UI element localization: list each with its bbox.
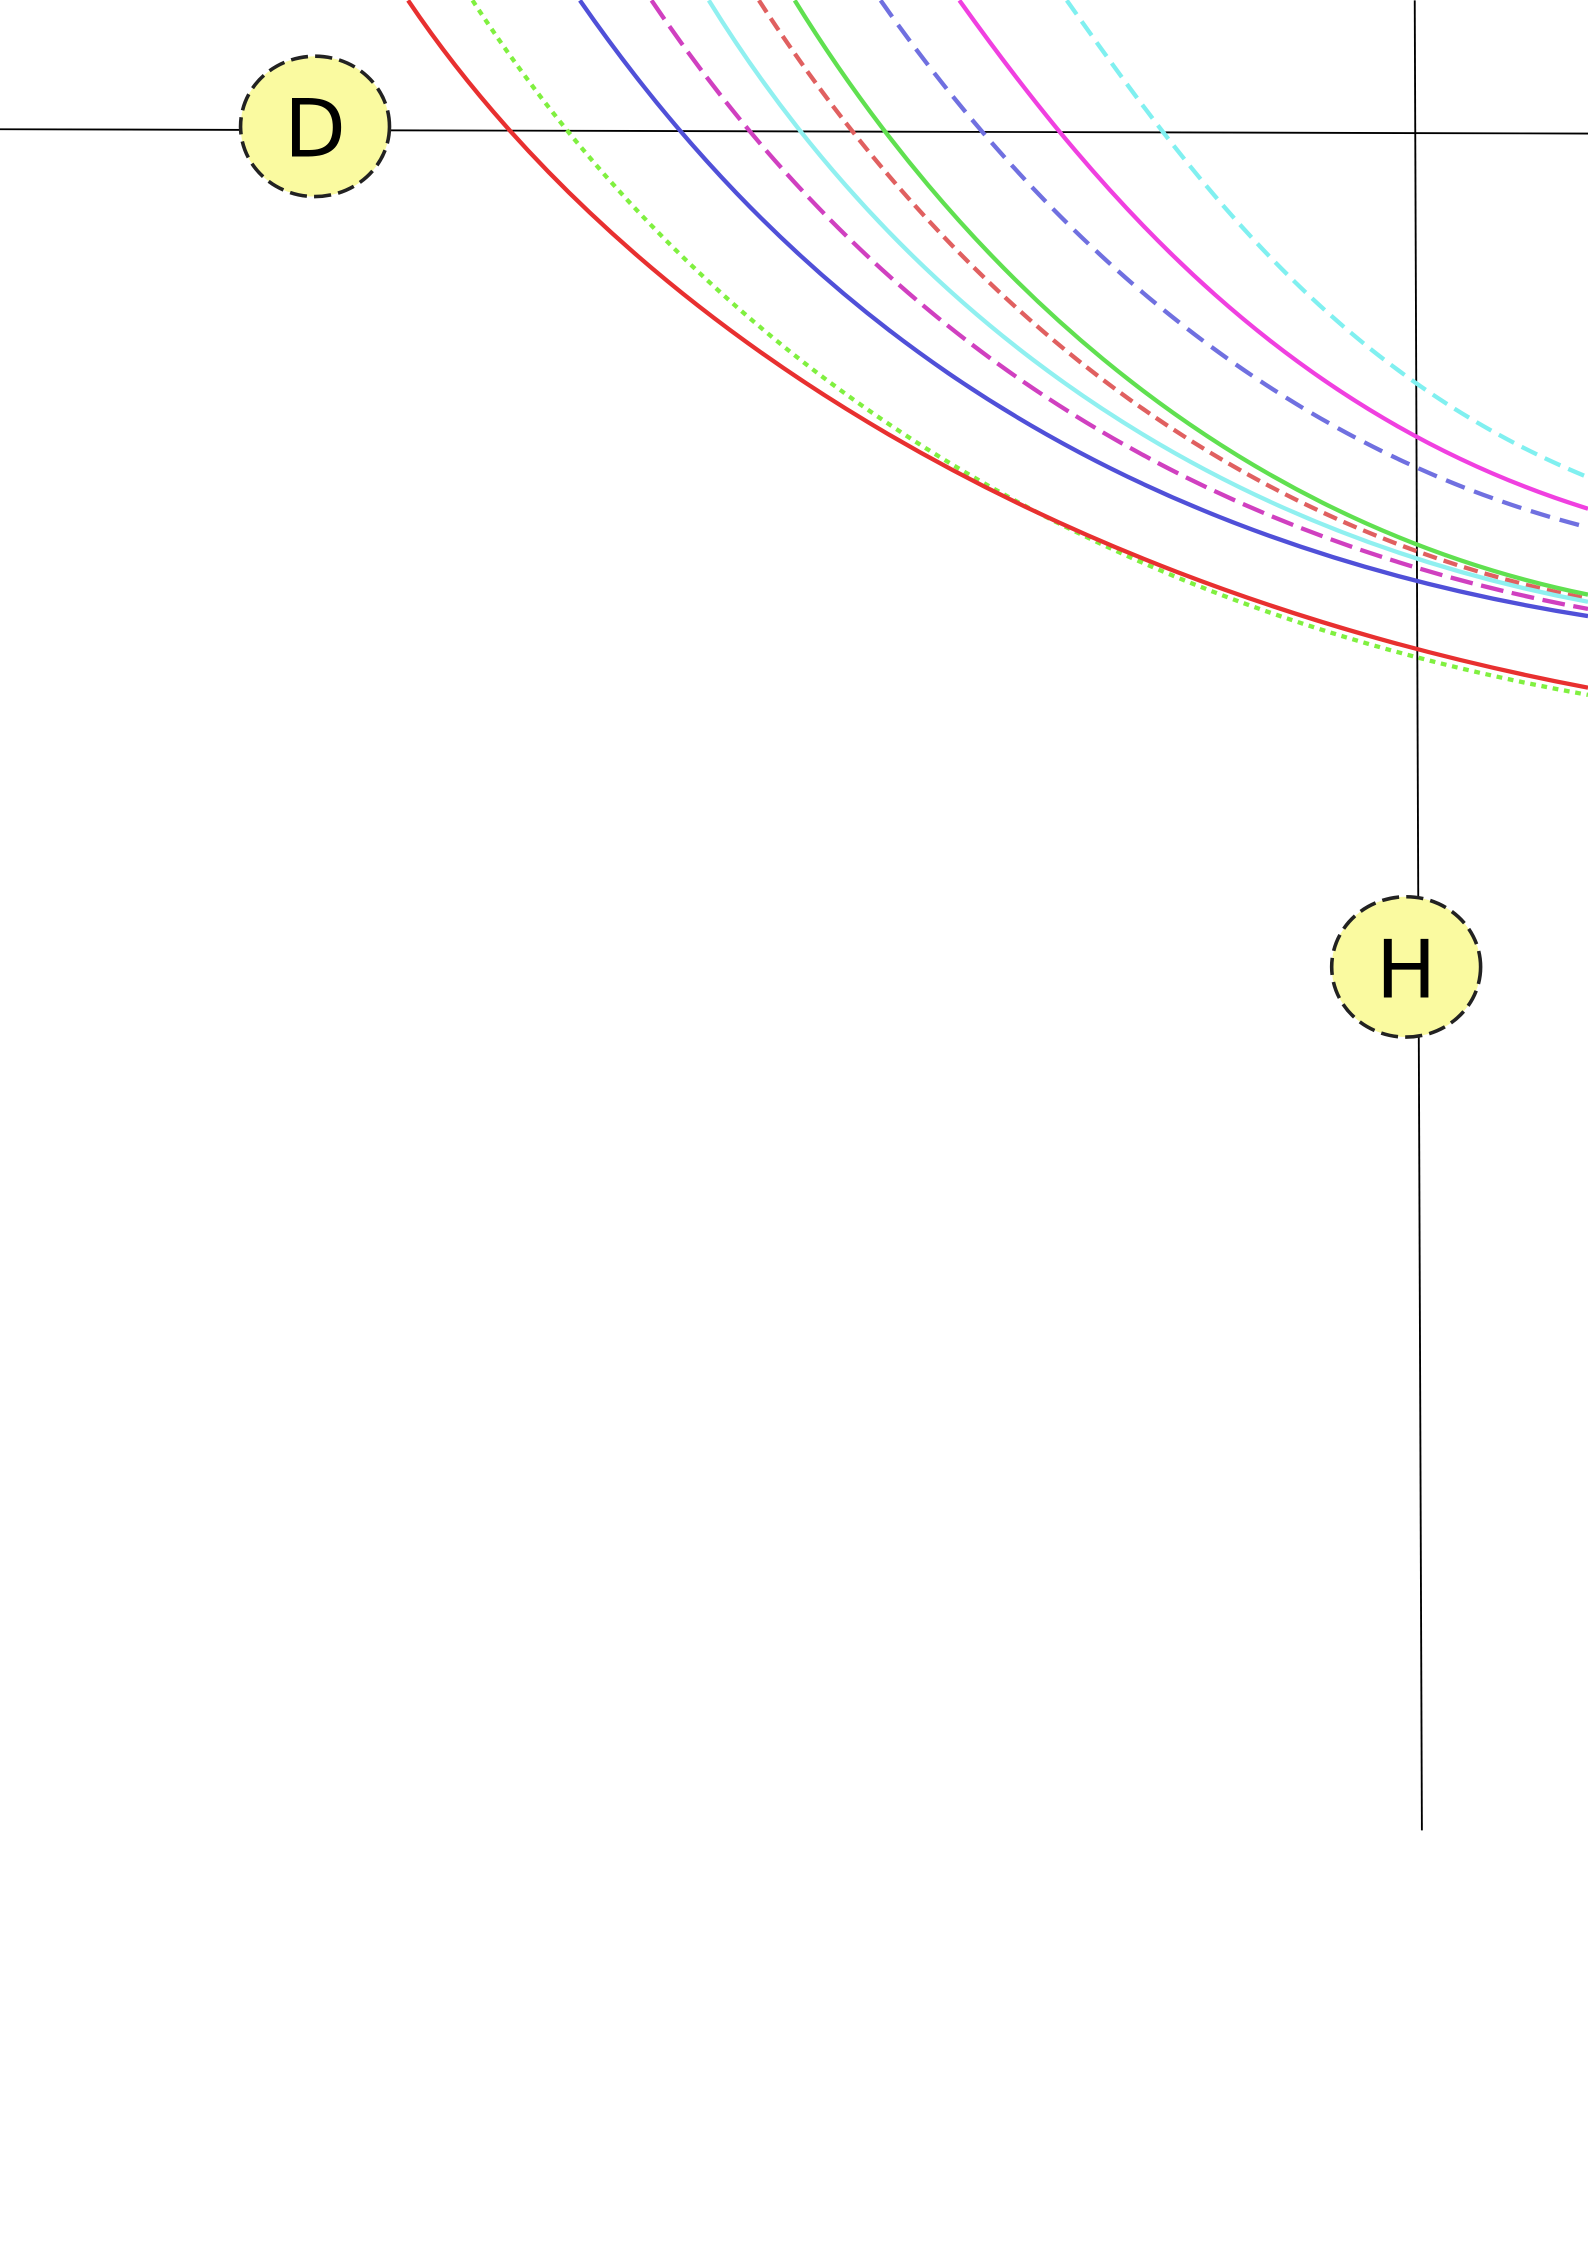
node: D [238,54,392,199]
curve [578,0,1588,619]
node-circle [1329,894,1483,1039]
curve [1065,0,1588,480]
curve [706,0,1588,604]
node: H [1329,894,1483,1039]
curve [649,0,1588,612]
curve [878,0,1588,530]
node-label: D [284,83,346,176]
curve [792,0,1588,597]
curve [757,0,1588,602]
node-label: H [1376,923,1436,1016]
curve [957,0,1588,511]
curve [406,0,1588,690]
node-circle [238,54,392,199]
curves [406,0,1588,697]
